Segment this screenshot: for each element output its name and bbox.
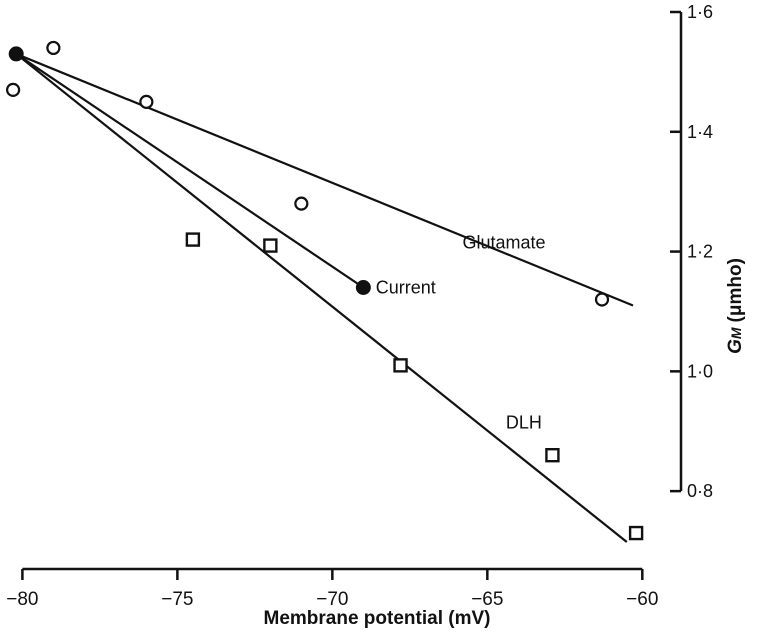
y-tick-label: 1·4	[687, 122, 713, 142]
series-label-dlh: DLH	[506, 412, 542, 432]
data-point-glutamate	[5, 82, 21, 97]
data-point-glutamate	[594, 292, 610, 307]
y-axis-title-subscript: M	[728, 327, 744, 339]
data-point-dlh	[185, 232, 201, 247]
y-axis-title: GM (μmho)	[725, 258, 746, 354]
data-point-dlh	[545, 448, 560, 463]
data-point-dlh	[393, 358, 408, 373]
data-point-dlh	[263, 238, 278, 253]
data-point-glutamate	[139, 94, 154, 109]
y-tick-label: 1·6	[687, 2, 713, 22]
data-points	[5, 40, 644, 541]
y-axis-title-unit: (μmho)	[725, 258, 746, 322]
axes: −80 −75 −70 −65 −60 0·8 1·0 1·2 1·4 1·6	[6, 2, 713, 610]
data-point-current	[8, 46, 24, 62]
x-tick-label: −80	[6, 589, 38, 610]
x-axis-title: Membrane potential (mV)	[264, 608, 491, 629]
data-point-dlh	[628, 525, 644, 541]
y-tick-label: 1·2	[687, 242, 713, 262]
y-axis-title-symbol: G	[725, 339, 746, 354]
fit-line-dlh	[15, 53, 628, 543]
x-tick-label: −65	[471, 589, 503, 610]
fit-line-glutamate	[15, 52, 634, 307]
x-tick-label: −70	[316, 589, 348, 610]
data-point-glutamate	[46, 40, 61, 56]
y-tick-label: 1·0	[687, 361, 713, 381]
x-tick-label: −60	[626, 589, 658, 610]
series-labels: Glutamate Current DLH	[376, 233, 546, 433]
y-tick-label: 0·8	[687, 481, 713, 501]
x-tick-label: −75	[161, 589, 193, 610]
fit-lines	[15, 52, 634, 543]
series-label-current: Current	[376, 278, 436, 298]
fit-line-current	[15, 53, 364, 289]
data-point-current	[355, 280, 371, 296]
data-point-glutamate	[294, 196, 309, 211]
series-label-glutamate: Glutamate	[463, 233, 546, 253]
